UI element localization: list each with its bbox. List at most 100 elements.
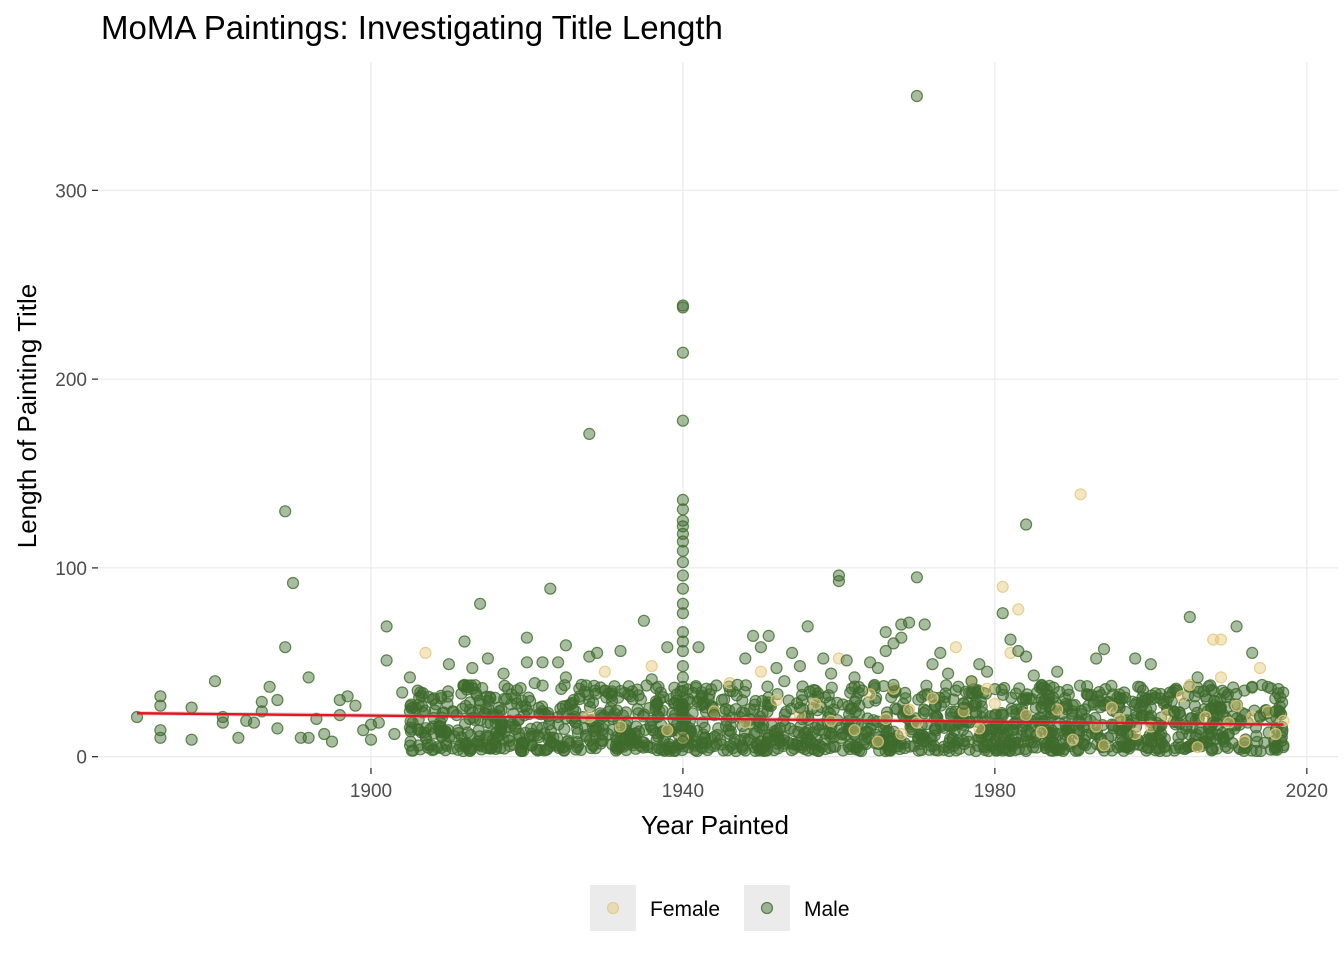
male-point [1019, 518, 1033, 531]
male-point [530, 743, 543, 756]
male-point [614, 644, 627, 658]
male-point [514, 681, 527, 695]
male-point [676, 346, 690, 359]
male-point [404, 735, 417, 748]
male-point [970, 696, 983, 710]
female-point [645, 659, 658, 673]
male-point [341, 690, 354, 703]
male-point [422, 690, 435, 704]
male-point [723, 727, 736, 741]
male-point [1275, 696, 1289, 709]
male-point [641, 740, 654, 754]
male-point [844, 702, 857, 716]
male-point [216, 716, 229, 729]
male-point [910, 571, 924, 584]
male-point [1019, 650, 1033, 663]
male-point [458, 678, 471, 692]
female-point [1269, 727, 1282, 741]
x-axis-title: Year Painted [641, 810, 789, 840]
male-point [917, 703, 931, 716]
male-point [516, 738, 530, 751]
male-point [676, 414, 690, 427]
male-point [458, 635, 471, 648]
male-point [939, 687, 952, 700]
male-point [778, 675, 791, 688]
male-point [637, 741, 650, 754]
male-point [388, 727, 401, 741]
male-point [466, 661, 479, 675]
male-point [770, 661, 783, 675]
male-point [1004, 633, 1017, 646]
male-point [439, 725, 452, 738]
male-point [551, 732, 564, 745]
female-point [770, 693, 783, 707]
male-point [1250, 729, 1263, 743]
male-point [809, 684, 822, 697]
male-point [676, 569, 690, 582]
male-point [661, 641, 674, 654]
male-point [836, 744, 850, 757]
male-point [567, 693, 580, 707]
male-point [279, 641, 292, 654]
male-point [676, 556, 690, 569]
male-point [971, 684, 984, 697]
male-point [538, 727, 551, 740]
male-point [980, 665, 994, 678]
male-point [1277, 739, 1290, 752]
male-point [1146, 736, 1159, 749]
male-point [427, 720, 440, 733]
male-point [676, 301, 690, 314]
female-point [871, 735, 885, 748]
male-point [653, 705, 666, 718]
male-point [1246, 646, 1259, 660]
male-point [1199, 690, 1212, 703]
male-point [318, 727, 331, 741]
male-point [1216, 730, 1230, 743]
male-point [676, 692, 690, 705]
male-point [823, 741, 837, 755]
male-point [1155, 727, 1168, 741]
female-point [1012, 603, 1025, 616]
male-point [484, 742, 497, 755]
male-point [643, 701, 656, 715]
male-point [754, 641, 768, 654]
male-point [676, 635, 690, 648]
male-point [1250, 744, 1263, 758]
male-point [1214, 701, 1228, 714]
male-point [583, 427, 596, 440]
female-point [614, 720, 627, 733]
male-point [990, 744, 1003, 757]
male-point [463, 744, 476, 757]
male-point [676, 493, 690, 506]
male-point [746, 629, 760, 643]
male-point [1183, 610, 1196, 624]
male-point [920, 679, 933, 692]
male-point [1119, 740, 1132, 754]
male-point [645, 673, 658, 686]
male-point [1129, 652, 1142, 665]
male-point [491, 730, 504, 743]
male-point [154, 690, 167, 703]
male-point [452, 726, 465, 740]
male-point [481, 652, 494, 665]
male-point [978, 743, 991, 757]
male-point [498, 742, 511, 755]
male-point [929, 743, 942, 757]
female-point [707, 705, 721, 718]
male-point [622, 688, 635, 701]
male-point [1144, 658, 1157, 671]
male-point [1121, 727, 1134, 741]
male-point [520, 656, 534, 669]
male-point [998, 721, 1011, 735]
legend-key-female [590, 885, 636, 931]
male-point [824, 667, 838, 680]
male-point [704, 732, 718, 745]
male-point [1082, 699, 1095, 712]
male-point [893, 742, 906, 756]
male-point [440, 737, 453, 750]
male-point [934, 646, 947, 660]
male-point [411, 684, 424, 697]
male-point [910, 89, 924, 103]
male-point [1092, 685, 1106, 699]
male-point [676, 503, 690, 516]
